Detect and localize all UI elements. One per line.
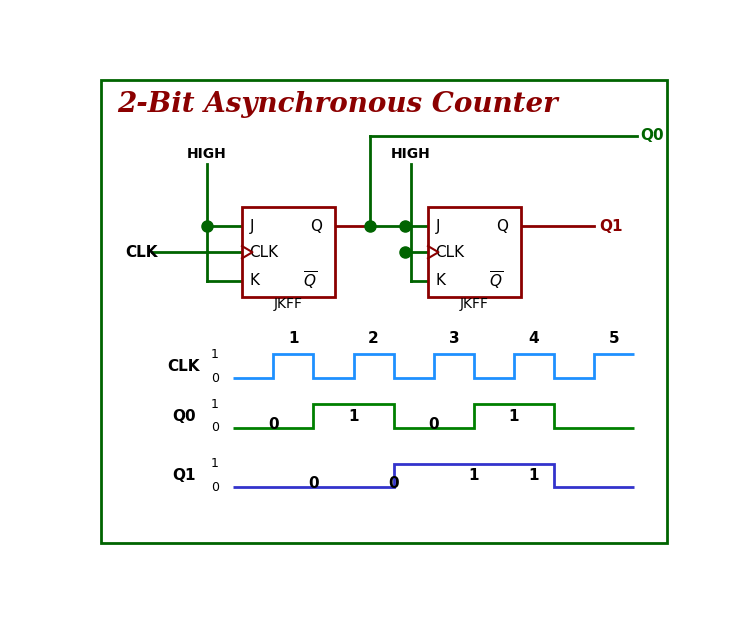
Text: 1: 1: [469, 468, 479, 483]
Text: 0: 0: [211, 481, 219, 494]
Text: 1: 1: [529, 468, 539, 483]
Text: HIGH: HIGH: [391, 146, 430, 160]
Text: J: J: [250, 218, 254, 234]
Text: 3: 3: [448, 331, 459, 346]
Text: J: J: [436, 218, 440, 234]
Text: 1: 1: [509, 408, 519, 424]
FancyBboxPatch shape: [101, 80, 668, 543]
Text: 2: 2: [368, 331, 379, 346]
Text: 1: 1: [211, 348, 219, 361]
Text: $\overline{Q}$: $\overline{Q}$: [303, 270, 317, 292]
Text: Q: Q: [496, 218, 508, 234]
Text: Q: Q: [310, 218, 322, 234]
Text: CLK: CLK: [436, 245, 465, 260]
Text: 1: 1: [288, 331, 298, 346]
Text: Q1: Q1: [172, 468, 196, 483]
Text: CLK: CLK: [126, 245, 158, 260]
Text: 0: 0: [308, 476, 319, 491]
Text: Q0: Q0: [172, 408, 196, 424]
Bar: [242, 207, 335, 297]
Text: 1: 1: [211, 457, 219, 470]
Text: HIGH: HIGH: [188, 146, 227, 160]
Text: 1: 1: [348, 408, 358, 424]
Text: Q1: Q1: [599, 218, 623, 234]
Text: 0: 0: [268, 417, 279, 432]
Bar: [428, 207, 521, 297]
Text: Q0: Q0: [640, 128, 664, 143]
Text: CLK: CLK: [250, 245, 279, 260]
Text: 5: 5: [609, 331, 619, 346]
Text: 0: 0: [428, 417, 439, 432]
Text: 0: 0: [388, 476, 399, 491]
Text: 2-Bit Asynchronous Counter: 2-Bit Asynchronous Counter: [117, 91, 558, 118]
Text: K: K: [250, 273, 259, 288]
Text: 4: 4: [529, 331, 539, 346]
Text: 0: 0: [211, 371, 219, 384]
Text: CLK: CLK: [167, 358, 200, 374]
Text: 1: 1: [211, 398, 219, 411]
Text: JKFF: JKFF: [460, 297, 489, 311]
Text: JKFF: JKFF: [274, 297, 303, 311]
Text: K: K: [436, 273, 445, 288]
Text: $\overline{Q}$: $\overline{Q}$: [489, 270, 503, 292]
Text: 0: 0: [211, 421, 219, 434]
